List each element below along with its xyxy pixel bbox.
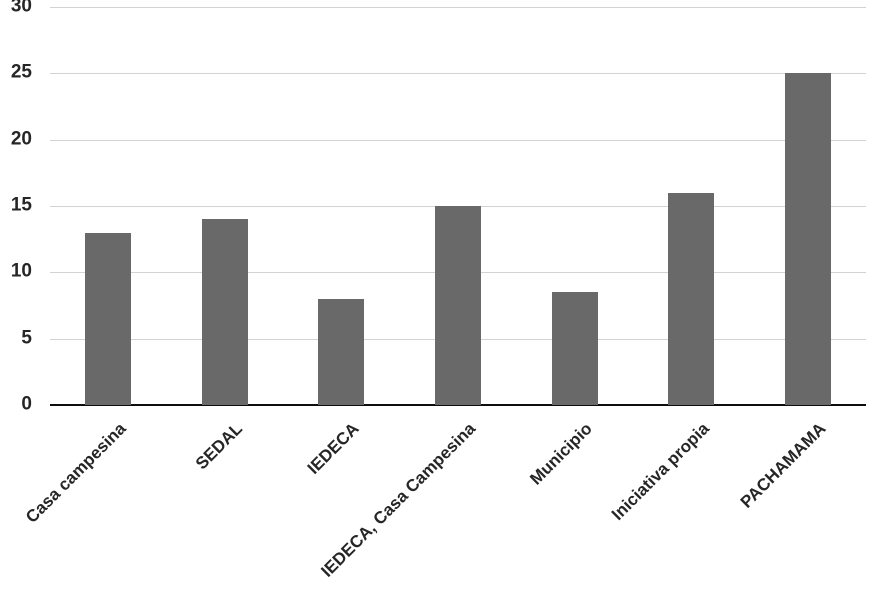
x-tick-label: Municipio [526,419,597,489]
y-tick-label: 10 [10,260,32,282]
x-tick-label: Casa campesina [22,419,130,527]
y-tick-label: 25 [10,61,32,83]
y-tick-label: 30 [10,0,32,17]
gridline [50,139,866,141]
gridline [50,73,866,75]
x-axis-line [50,404,866,406]
y-tick-label: 20 [10,128,32,150]
y-tick-label: 0 [21,393,32,415]
bar [201,219,248,405]
x-tick-label: Iniciativa propia [607,419,713,524]
bar [668,192,715,405]
bar [318,298,365,405]
y-tick-label: 5 [21,327,32,349]
bar [85,232,132,405]
bar [784,73,831,405]
x-tick-label: IEDECA [304,419,363,478]
x-tick-label: SEDAL [192,419,247,474]
bar [551,292,598,405]
x-tick-label: PACHAMAMA [736,419,830,512]
y-tick-label: 15 [10,194,32,216]
gridline [50,7,866,8]
bar [435,206,481,405]
